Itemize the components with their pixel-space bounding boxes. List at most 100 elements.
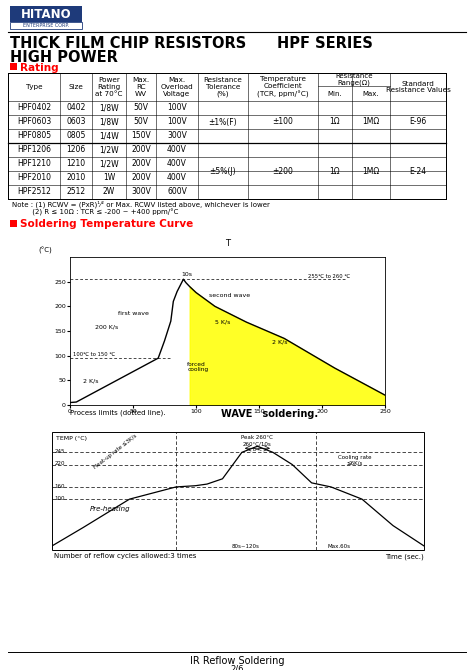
Text: 220: 220	[55, 461, 65, 466]
Text: TEMP (°C): TEMP (°C)	[56, 436, 87, 441]
Text: 1/4W: 1/4W	[99, 131, 119, 141]
Text: 1Ω: 1Ω	[330, 167, 340, 176]
Text: 50V: 50V	[134, 117, 148, 127]
Text: 1Ω: 1Ω	[330, 117, 340, 127]
Bar	[52, 432, 424, 550]
Bar	[8, 73, 446, 199]
Text: HPF0805: HPF0805	[17, 131, 51, 141]
Text: 2 K/s: 2 K/s	[82, 379, 98, 384]
Bar	[10, 220, 17, 227]
Text: 255℃ to 260 ℃: 255℃ to 260 ℃	[308, 274, 350, 279]
Text: (2) R ≤ 10Ω : TCR ≤ -200 ~ +400 ppm/°C: (2) R ≤ 10Ω : TCR ≤ -200 ~ +400 ppm/°C	[12, 209, 178, 216]
Text: 1W: 1W	[103, 174, 115, 182]
Text: 1210: 1210	[66, 159, 86, 168]
Text: Cooling rate
≤6K/s: Cooling rate ≤6K/s	[337, 455, 371, 466]
Text: ENTERPRISE CORP.: ENTERPRISE CORP.	[23, 23, 69, 28]
Text: THICK FILM CHIP RESISTORS      HPF SERIES: THICK FILM CHIP RESISTORS HPF SERIES	[10, 36, 373, 51]
Text: 200 K/s: 200 K/s	[95, 324, 118, 330]
Text: HPF2010: HPF2010	[17, 174, 51, 182]
Text: 2W: 2W	[103, 188, 115, 196]
Text: second wave: second wave	[209, 293, 250, 298]
Bar	[10, 6, 82, 22]
Text: HITANO: HITANO	[21, 7, 71, 21]
Text: T: T	[225, 239, 230, 248]
Text: Resistance
Tolerance
(%): Resistance Tolerance (%)	[203, 77, 242, 97]
Text: 200V: 200V	[131, 145, 151, 155]
Text: 0603: 0603	[66, 117, 86, 127]
Text: Number of reflow cycles allowed:3 times: Number of reflow cycles allowed:3 times	[54, 553, 196, 559]
Text: forced
cooling: forced cooling	[187, 362, 208, 373]
Text: 10s: 10s	[181, 272, 192, 277]
Text: HPF0603: HPF0603	[17, 117, 51, 127]
Text: 1206: 1206	[66, 145, 86, 155]
Bar	[10, 63, 17, 70]
Text: 150V: 150V	[131, 131, 151, 141]
Text: 400V: 400V	[167, 159, 187, 168]
Text: Heat-up rate ≤3K/s: Heat-up rate ≤3K/s	[93, 433, 138, 470]
Text: HPF0402: HPF0402	[17, 103, 51, 113]
Text: 2512: 2512	[66, 188, 86, 196]
Text: ±1%(F): ±1%(F)	[209, 117, 237, 127]
Text: HPF1210: HPF1210	[17, 159, 51, 168]
Text: 1/8W: 1/8W	[99, 103, 119, 113]
Text: ±200: ±200	[273, 167, 293, 176]
Text: 2/6: 2/6	[230, 664, 244, 670]
Text: Max.: Max.	[363, 90, 379, 96]
Text: 100V: 100V	[167, 103, 187, 113]
Text: 600V: 600V	[167, 188, 187, 196]
Text: Max.
RC
WV: Max. RC WV	[132, 77, 150, 97]
Text: 80s~120s: 80s~120s	[232, 544, 260, 549]
Text: (°C): (°C)	[38, 247, 52, 254]
Text: Resistance
Range(Ω): Resistance Range(Ω)	[335, 73, 373, 86]
Text: 1MΩ: 1MΩ	[363, 167, 380, 176]
Text: 1MΩ: 1MΩ	[363, 117, 380, 127]
Text: 160: 160	[55, 484, 65, 488]
Text: 1/2W: 1/2W	[99, 159, 119, 168]
Text: Pre-heating: Pre-heating	[90, 507, 130, 513]
Text: 100℃ to 150 ℃: 100℃ to 150 ℃	[73, 352, 115, 356]
Text: Soldering Temperature Curve: Soldering Temperature Curve	[20, 219, 193, 229]
Text: 100V: 100V	[167, 117, 187, 127]
Text: Max.
Overload
Voltage: Max. Overload Voltage	[161, 77, 193, 97]
Text: 200V: 200V	[131, 174, 151, 182]
Text: 300V: 300V	[167, 131, 187, 141]
Text: Type: Type	[26, 84, 42, 90]
Text: 2010: 2010	[66, 174, 86, 182]
Text: Temperature
Coefficient
(TCR, ppm/°C): Temperature Coefficient (TCR, ppm/°C)	[257, 76, 309, 98]
Text: 300V: 300V	[131, 188, 151, 196]
Text: E-24: E-24	[410, 167, 427, 176]
Text: 0805: 0805	[66, 131, 86, 141]
Text: Time (sec.): Time (sec.)	[385, 553, 424, 559]
Text: Rating: Rating	[20, 63, 59, 73]
Text: IR Reflow Soldering: IR Reflow Soldering	[190, 656, 284, 666]
Bar	[10, 22, 82, 29]
Text: HIGH POWER: HIGH POWER	[10, 50, 118, 65]
Text: 1/8W: 1/8W	[99, 117, 119, 127]
Text: Size: Size	[69, 84, 83, 90]
Text: Peak 260°C
260°C/10s: Peak 260°C 260°C/10s	[241, 436, 273, 446]
Text: 1/2W: 1/2W	[99, 145, 119, 155]
Text: 200V: 200V	[131, 159, 151, 168]
Text: 50V: 50V	[134, 103, 148, 113]
Text: 2 K/s: 2 K/s	[272, 339, 287, 344]
Text: 5 K/s: 5 K/s	[215, 320, 230, 324]
Text: Max.60s: Max.60s	[327, 544, 350, 549]
Text: ±5%(J): ±5%(J)	[210, 167, 237, 176]
Text: b→c: b→c	[253, 447, 262, 452]
Text: ±100: ±100	[273, 117, 293, 127]
Text: Process limits (dotted line).: Process limits (dotted line).	[70, 409, 165, 415]
Text: HPF2512: HPF2512	[17, 188, 51, 196]
Text: Standard
Resistance Values: Standard Resistance Values	[385, 80, 450, 94]
Text: 400V: 400V	[167, 145, 187, 155]
Text: 0402: 0402	[66, 103, 86, 113]
Text: E-96: E-96	[410, 117, 427, 127]
Text: first wave: first wave	[118, 311, 149, 316]
Text: Min.: Min.	[328, 90, 342, 96]
Text: HPF1206: HPF1206	[17, 145, 51, 155]
Text: Power
Rating
at 70°C: Power Rating at 70°C	[95, 77, 123, 97]
Text: 100: 100	[55, 496, 65, 500]
Text: WAVE   soldering.: WAVE soldering.	[221, 409, 319, 419]
Text: 400V: 400V	[167, 174, 187, 182]
Text: Note : (1) RCWV = (PxR)¹⁄² or Max. RCWV listed above, whichever is lower: Note : (1) RCWV = (PxR)¹⁄² or Max. RCWV …	[12, 201, 270, 208]
Text: 245: 245	[55, 449, 65, 454]
